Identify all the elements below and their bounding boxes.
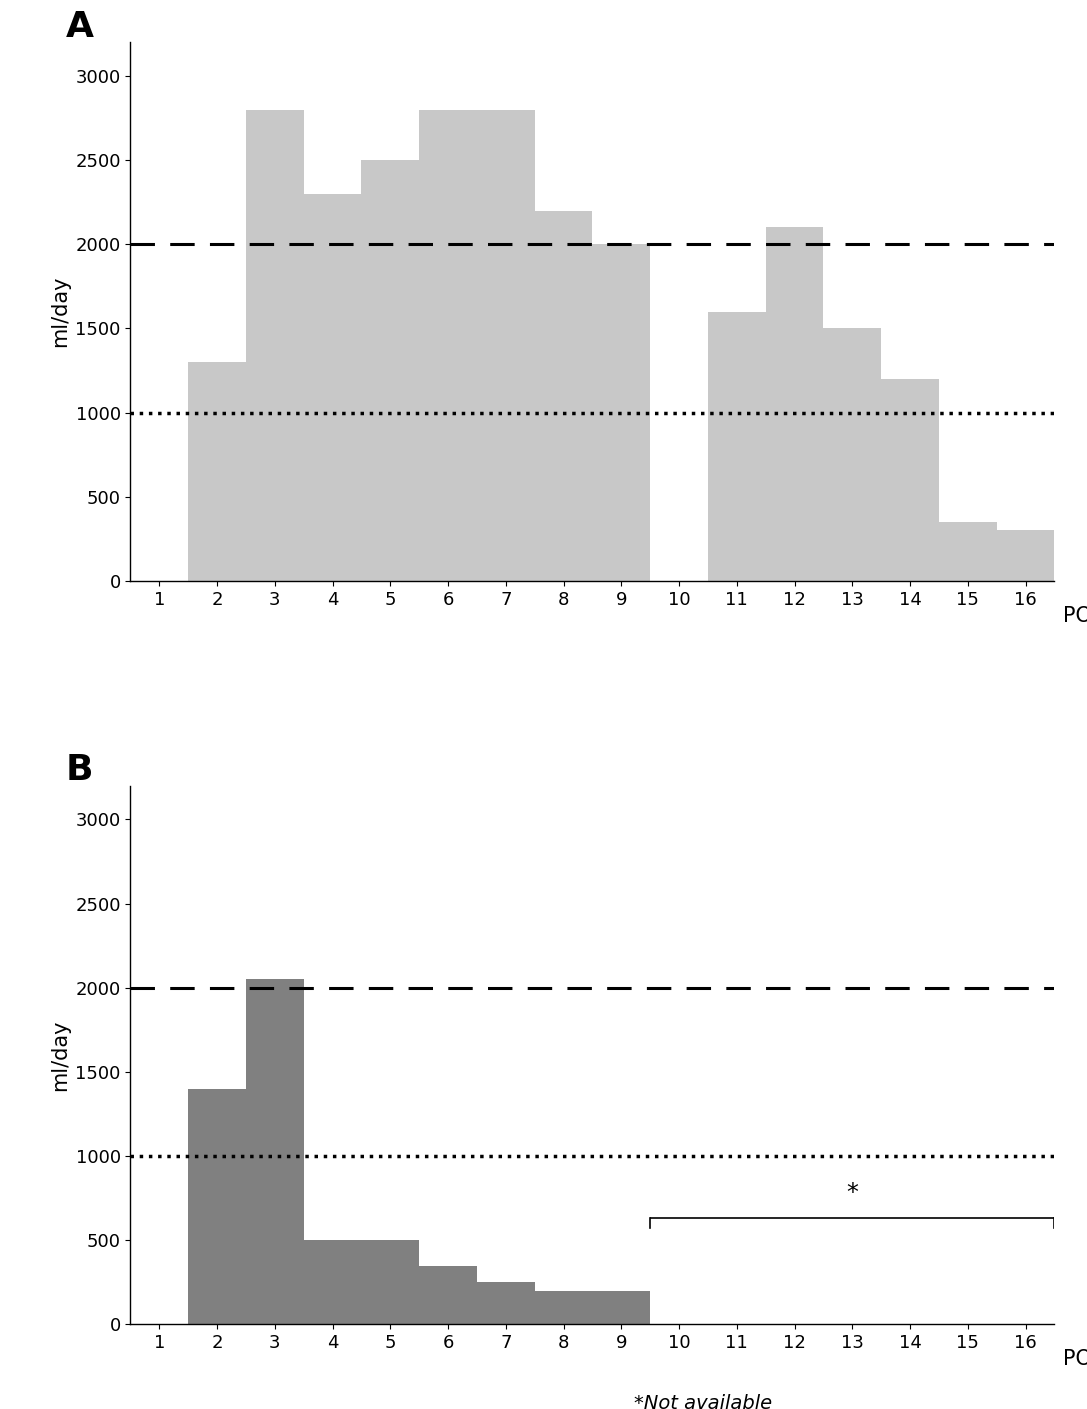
Bar (535, 210, 592, 581)
Bar (420, 1265, 477, 1324)
Bar (477, 1282, 535, 1324)
Bar (420, 110, 477, 581)
Bar (303, 194, 361, 581)
Text: *: * (847, 1181, 859, 1205)
Bar (535, 1291, 592, 1324)
Bar (997, 531, 1054, 581)
Bar (246, 979, 303, 1324)
Bar (708, 311, 765, 581)
Text: POD: POD (1063, 1350, 1087, 1370)
Bar (592, 1291, 650, 1324)
Text: B: B (66, 754, 93, 788)
Bar (765, 227, 824, 581)
Text: *Not available: *Not available (634, 1395, 773, 1409)
Bar (188, 362, 246, 581)
Y-axis label: ml/day: ml/day (50, 276, 70, 348)
Y-axis label: ml/day: ml/day (50, 1019, 70, 1091)
Bar (361, 161, 420, 581)
Bar (246, 110, 303, 581)
Bar (361, 1240, 420, 1324)
Bar (882, 379, 939, 581)
Bar (188, 1089, 246, 1324)
Bar (592, 244, 650, 581)
Bar (477, 110, 535, 581)
Bar (939, 523, 997, 581)
Text: POD: POD (1063, 606, 1087, 626)
Bar (303, 1240, 361, 1324)
Text: A: A (66, 10, 93, 44)
Bar (824, 328, 882, 581)
